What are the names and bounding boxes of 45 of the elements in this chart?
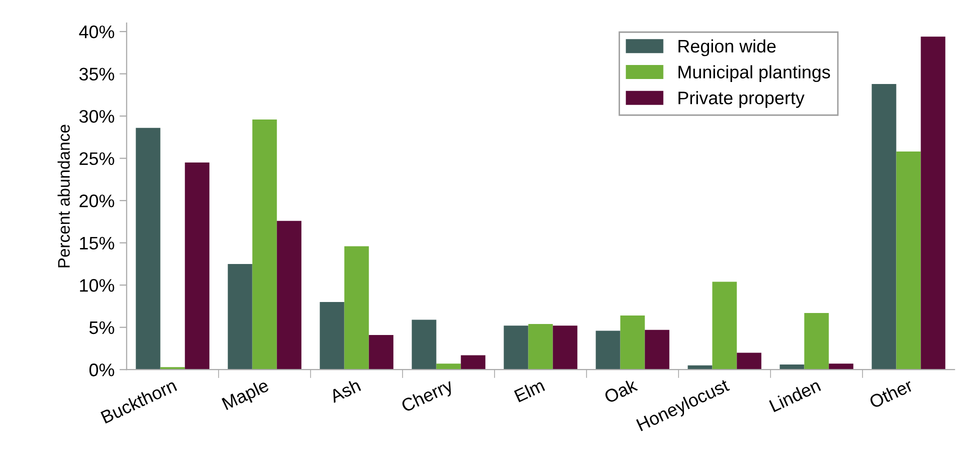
bar bbox=[412, 320, 436, 370]
bar bbox=[460, 355, 486, 370]
bar bbox=[504, 326, 528, 370]
x-tick-label: Linden bbox=[768, 378, 822, 412]
x-tick-label: Oak bbox=[603, 378, 638, 404]
bar bbox=[276, 220, 302, 370]
bar bbox=[780, 364, 804, 370]
y-axis-title: Percent abundance bbox=[58, 124, 70, 268]
legend-label: Municipal plantings bbox=[678, 65, 830, 82]
bar bbox=[436, 364, 461, 370]
bar bbox=[872, 84, 896, 370]
y-tick-label: 15% bbox=[80, 236, 114, 250]
bar bbox=[320, 302, 344, 370]
bar bbox=[228, 264, 252, 370]
bar bbox=[528, 324, 553, 370]
y-tick-label: 40% bbox=[79, 25, 114, 38]
x-tick-label: Elm bbox=[514, 378, 546, 402]
bar bbox=[252, 119, 277, 370]
bar bbox=[620, 316, 645, 370]
y-tick-label: 5% bbox=[89, 321, 114, 334]
bar bbox=[184, 162, 210, 370]
bar bbox=[920, 36, 946, 370]
y-tick-label: 25% bbox=[80, 152, 114, 166]
bar bbox=[712, 282, 737, 370]
bar bbox=[136, 128, 160, 370]
x-tick-label: Cherry bbox=[400, 378, 456, 416]
legend-label: Private property bbox=[678, 91, 805, 108]
bar bbox=[804, 312, 829, 370]
bar bbox=[828, 364, 854, 370]
y-tick-label: 0% bbox=[89, 364, 114, 376]
bar bbox=[552, 326, 578, 370]
x-tick-label: Maple bbox=[221, 378, 271, 414]
bar bbox=[896, 152, 921, 370]
y-tick-label: 20% bbox=[80, 194, 114, 208]
bar bbox=[736, 352, 762, 370]
y-tick-label: 35% bbox=[79, 68, 114, 81]
bar bbox=[368, 334, 394, 370]
x-tick-label: Other bbox=[868, 378, 914, 409]
legend-label: Region wide bbox=[678, 39, 776, 56]
x-tick-label: Ash bbox=[328, 378, 362, 404]
bar bbox=[596, 330, 620, 370]
bar bbox=[344, 246, 369, 370]
bar bbox=[644, 330, 670, 370]
y-tick-label: 10% bbox=[80, 279, 114, 292]
y-tick-label: 30% bbox=[79, 110, 114, 123]
